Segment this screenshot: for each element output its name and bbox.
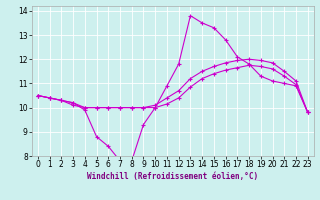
X-axis label: Windchill (Refroidissement éolien,°C): Windchill (Refroidissement éolien,°C) — [87, 172, 258, 181]
